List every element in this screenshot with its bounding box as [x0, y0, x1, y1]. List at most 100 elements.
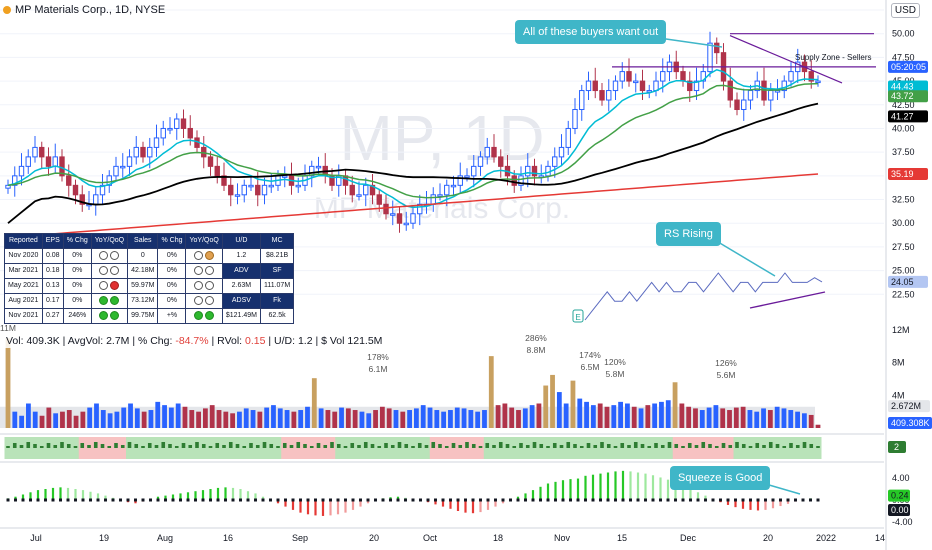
volume-spike-label: 286% [525, 333, 547, 343]
fund-reported: May 2021 [4, 278, 43, 294]
volume-bar [155, 401, 161, 428]
ud-bar [782, 446, 787, 448]
fund-side-cell: 1.2 [221, 248, 261, 264]
candle-body [437, 194, 443, 197]
candle-body [768, 90, 774, 101]
candle-body [187, 127, 193, 139]
ud-bar [627, 445, 631, 448]
squeeze-dot [666, 498, 670, 502]
squeeze-dot [591, 498, 595, 502]
ud-bar [377, 446, 382, 448]
x-tick-label: 2022 [816, 533, 836, 543]
volume-bar [516, 410, 521, 428]
x-tick-label: 20 [763, 533, 773, 543]
ud-bar [282, 443, 287, 448]
squeeze-dot [441, 498, 445, 502]
volume-bar [672, 382, 678, 428]
ud-bar [600, 442, 604, 448]
white-circle-icon [99, 265, 109, 275]
squeeze-dot [689, 498, 692, 502]
price-label-text: 41.27 [891, 111, 914, 121]
fund-side-cell: $8.21B [259, 248, 295, 264]
currency-button[interactable]: USD [890, 3, 920, 18]
candle-body [167, 127, 173, 131]
x-tick-label: 16 [223, 533, 233, 543]
candle-body [430, 194, 436, 205]
ud-bar [107, 446, 112, 448]
squeeze-dot [344, 498, 347, 502]
squeeze-dot [404, 498, 407, 502]
ud-value-badge [888, 441, 906, 453]
ud-bar [451, 443, 456, 448]
fund-sales-icons [185, 263, 223, 279]
squeeze-dot [269, 498, 272, 502]
volume-bar [230, 413, 236, 428]
ud-bar [775, 444, 780, 448]
ud-bar [222, 445, 226, 448]
fund-eps: 0.27 [41, 308, 64, 324]
squeeze-dot [156, 498, 160, 502]
candle-body [12, 175, 18, 186]
ud-bar [289, 445, 294, 448]
ema-mid-line [7, 82, 819, 199]
squeeze-dot [464, 498, 467, 502]
price-tick-label: 25.00 [892, 266, 915, 276]
candle-body [180, 118, 187, 129]
squeeze-dot [299, 498, 302, 502]
ud-bar [721, 443, 726, 448]
chg-value: -84.7% [175, 335, 209, 347]
squeeze-dot [329, 498, 332, 502]
squeeze-dot [486, 498, 490, 502]
squeeze-dot [366, 498, 370, 502]
volume-bar [509, 407, 515, 428]
squeeze-dot [599, 498, 602, 502]
volume-bar [441, 411, 447, 428]
squeeze-dot [14, 498, 17, 502]
price-tick-label: 30.00 [892, 218, 915, 228]
squeeze-dot [696, 498, 700, 502]
volume-bar [679, 403, 685, 428]
fund-eps-chg: 0% [62, 263, 92, 279]
volume-bar [393, 410, 399, 428]
ud-bar [573, 444, 577, 448]
sma-red-line [7, 173, 819, 239]
ud-bar [755, 443, 760, 448]
fund-side-cell: $121.49M [221, 308, 261, 324]
candle-body [369, 184, 376, 196]
squeeze-dot [659, 498, 662, 502]
dvol-label: $ Vol [321, 335, 345, 347]
squeeze-dot [201, 498, 205, 502]
candle-body [59, 156, 65, 177]
volume-spike-label: 5.6M [717, 370, 736, 380]
volume-legend: Vol: 409.3K | AvgVol: 2.7M | % Chg: -84.… [3, 334, 386, 348]
candle-body [153, 137, 160, 148]
candle-body [714, 42, 720, 54]
volume-bar [216, 410, 222, 428]
candle-body [808, 71, 814, 82]
volume-bar [427, 407, 433, 428]
candle-body [727, 80, 733, 101]
candle-body [99, 184, 106, 196]
squeeze-dot [389, 498, 392, 502]
red-circle-icon [110, 280, 120, 290]
candle-body [457, 175, 463, 186]
ud-bar [485, 443, 490, 448]
candle-body [255, 184, 261, 196]
ud-bar [296, 442, 301, 448]
volume-bar [400, 411, 406, 428]
ud-label: U/D: [274, 335, 296, 347]
price-tick-label: 40.00 [892, 123, 915, 133]
candle-body [612, 80, 619, 92]
candle-body [120, 165, 126, 169]
earnings-marker-text: E [575, 313, 580, 322]
ud-bar [201, 444, 206, 448]
price-tick-label: 27.50 [892, 242, 915, 252]
squeeze-dot [764, 498, 767, 502]
ud-bar [735, 442, 739, 448]
green-circle-icon [110, 295, 120, 305]
rs-label-badge [888, 275, 928, 288]
ud-bar [195, 442, 199, 448]
ud-bar [66, 444, 71, 448]
volume-bar [495, 405, 501, 428]
